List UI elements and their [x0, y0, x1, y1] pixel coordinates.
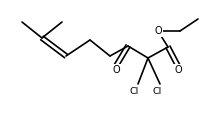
Text: O: O — [174, 65, 182, 75]
Text: Cl: Cl — [152, 86, 162, 96]
Text: O: O — [154, 26, 162, 36]
Text: O: O — [112, 65, 120, 75]
Text: Cl: Cl — [129, 86, 139, 96]
